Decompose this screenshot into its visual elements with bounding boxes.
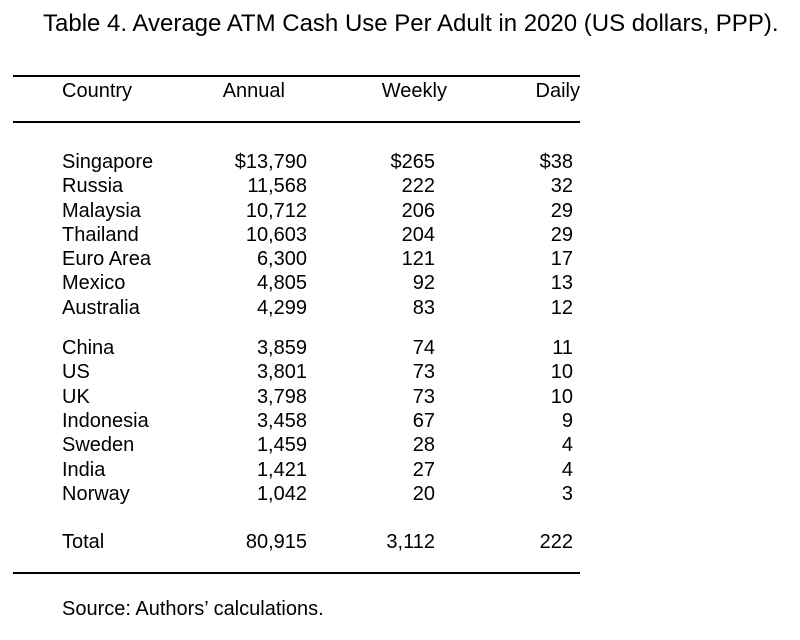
table-row: US 3,801 73 10 [13,360,580,384]
total-weekly: 3,112 [386,531,435,554]
cell-country: Thailand [62,223,139,246]
table-row: Sweden 1,459 28 4 [13,433,580,457]
table-row: Malaysia 10,712 206 29 [13,199,580,223]
cell-daily: 29 [550,199,573,222]
cell-annual: 4,805 [256,272,307,295]
cell-daily: $38 [539,151,573,173]
table-row: China 3,859 74 11 [13,336,580,360]
cell-country: Indonesia [62,409,149,432]
cell-daily: 13 [550,272,573,295]
group-spacer-row [13,320,580,336]
total-spacer-row [13,506,580,530]
table-row: Australia 4,299 83 12 [13,296,580,320]
cell-weekly: 20 [412,482,435,505]
table-row: Russia 11,568 222 32 [13,174,580,198]
cell-annual: 1,421 [256,458,307,481]
cell-country: Russia [62,175,124,198]
cell-weekly: 27 [412,458,435,481]
cell-daily: 11 [552,337,573,360]
cell-weekly: 92 [412,272,435,295]
table-row: Thailand 10,603 204 29 [13,223,580,247]
cell-weekly: 222 [401,175,435,198]
column-header-country: Country [13,76,153,123]
cell-country: UK [62,385,90,408]
cell-daily: 10 [550,385,573,408]
bottom-spacer-row [13,554,580,573]
cell-daily: 29 [550,223,573,246]
cell-annual: $13,790 [234,151,307,173]
spacer-row [13,122,580,150]
column-header-annual: Annual [153,76,320,123]
cell-country: Sweden [62,434,135,457]
cell-daily: 12 [550,296,573,319]
cell-annual: 3,859 [256,337,307,360]
cell-country: Norway [62,482,130,505]
cell-annual: 6,300 [256,248,307,271]
atm-cash-use-table: Country Annual Weekly Daily Singapore $1… [13,75,580,575]
table-row: Indonesia 3,458 67 9 [13,409,580,433]
cell-annual: 1,042 [256,482,307,505]
cell-annual: 11,568 [247,175,307,198]
cell-annual: 3,458 [256,409,307,432]
table-row: UK 3,798 73 10 [13,385,580,409]
column-header-weekly: Weekly [320,76,448,123]
cell-annual: 10,603 [245,223,307,246]
cell-annual: 3,801 [256,361,307,384]
cell-daily: 3 [561,482,573,505]
cell-annual: 3,798 [256,385,307,408]
cell-weekly: 28 [412,434,435,457]
source-note: Source: Authors’ calculations. [62,598,324,621]
cell-annual: 4,299 [256,296,307,319]
header-row: Country Annual Weekly Daily [13,76,580,123]
cell-country: India [62,458,106,481]
cell-country: Malaysia [62,199,141,222]
cell-country: US [62,361,90,384]
cell-weekly: 67 [412,409,435,432]
cell-country: Australia [62,296,140,319]
cell-annual: 10,712 [245,199,307,222]
cell-daily: 4 [561,434,573,457]
table-row: Norway 1,042 20 3 [13,482,580,506]
cell-country: Singapore [62,151,154,173]
cell-weekly: 121 [401,248,435,271]
table-row: Mexico 4,805 92 13 [13,271,580,295]
total-annual: 80,915 [245,531,307,554]
column-header-daily: Daily [448,76,580,123]
cell-country: Euro Area [62,248,151,271]
cell-weekly: 206 [401,199,435,222]
table-row: India 1,421 27 4 [13,458,580,482]
cell-daily: 17 [550,248,573,271]
cell-daily: 32 [550,175,573,198]
cell-country: Mexico [62,272,126,295]
cell-weekly: 74 [412,337,435,360]
cell-daily: 9 [561,409,573,432]
cell-daily: 10 [550,361,573,384]
cell-weekly: $265 [390,151,436,173]
cell-weekly: 83 [412,296,435,319]
table-row: Euro Area 6,300 121 17 [13,247,580,271]
cell-weekly: 73 [412,361,435,384]
cell-weekly: 73 [412,385,435,408]
table-title: Table 4. Average ATM Cash Use Per Adult … [43,10,779,37]
total-daily: 222 [539,531,573,554]
total-label: Total [62,531,105,554]
table-row: Singapore $13,790 $265 $38 [13,150,580,174]
cell-annual: 1,459 [256,434,307,457]
cell-weekly: 204 [401,223,435,246]
cell-country: China [62,337,115,360]
total-row: Total 80,915 3,112 222 [13,530,580,554]
cell-daily: 4 [561,458,573,481]
